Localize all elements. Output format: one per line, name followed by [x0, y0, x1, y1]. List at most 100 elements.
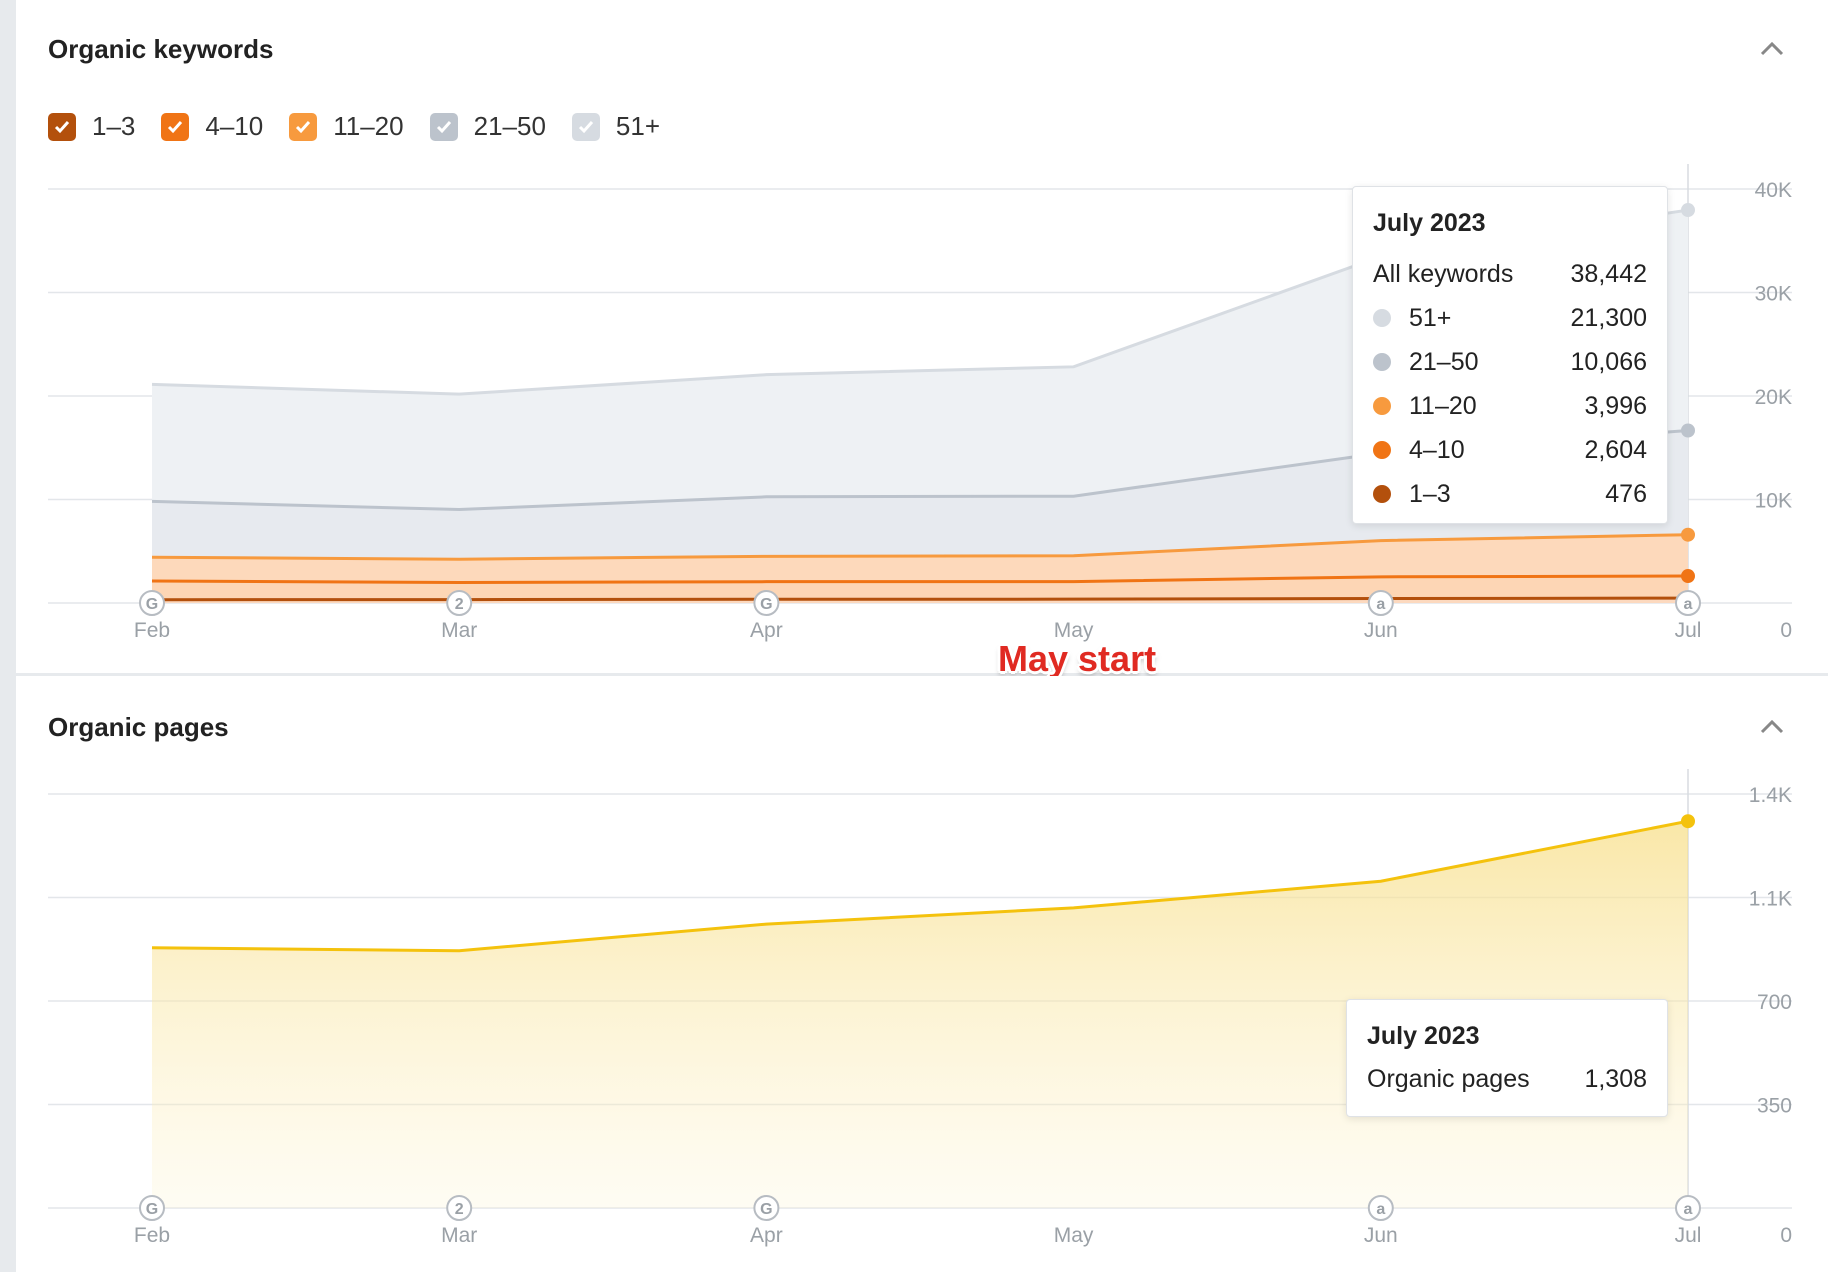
y-tick-label: 20K [1755, 386, 1792, 409]
checkbox[interactable] [161, 112, 190, 141]
tooltip-series-row: 21–50 10,066 [1373, 340, 1647, 384]
tooltip-value: 3,996 [1584, 391, 1647, 420]
tooltip-value: 21,300 [1570, 303, 1647, 332]
tooltip-label: All keywords [1373, 259, 1514, 288]
tooltip-label: 1–3 [1409, 479, 1451, 508]
update-marker-label: a [1684, 1201, 1693, 1218]
chevron-up-icon [1760, 719, 1784, 734]
update-marker-label: a [1684, 596, 1693, 613]
x-tick-label: Mar [441, 619, 477, 642]
tooltip-value: 476 [1605, 479, 1647, 508]
update-marker-label: 2 [455, 1201, 464, 1218]
x-tick-label: Jul [1675, 619, 1702, 642]
tooltip-label: 21–50 [1409, 347, 1479, 376]
y-tick-label: 350 [1757, 1095, 1792, 1118]
tooltip-series-row: 4–10 2,604 [1373, 428, 1647, 472]
legend-item-51-plus[interactable]: 51+ [571, 111, 661, 142]
series-dot-icon [1373, 441, 1391, 459]
keywords-tooltip: July 2023 All keywords 38,442 51+ 21,300 2… [1352, 186, 1668, 524]
series-line [151, 596, 1689, 602]
tooltip-value: 2,604 [1584, 435, 1647, 464]
x-tick-label: Feb [134, 1224, 170, 1247]
update-marker-label: G [760, 1201, 772, 1218]
y-tick-label: 1.4K [1749, 784, 1792, 807]
tooltip-label: Organic pages [1367, 1065, 1530, 1093]
x-tick-label: Jun [1364, 1224, 1398, 1247]
y-tick-label: 40K [1755, 179, 1792, 202]
x-tick-label: May [1054, 619, 1094, 642]
y-tick-label: 10K [1755, 490, 1792, 513]
series-line [151, 819, 1689, 953]
tooltip-title: July 2023 [1367, 1022, 1480, 1050]
check-icon [54, 120, 70, 133]
series-point [1681, 569, 1695, 584]
tooltip-series-row: 1–3 476 [1373, 472, 1647, 516]
organic-keywords-panel: Organic keywords 1–3 4–10 11–20 21–50 51… [16, 0, 1828, 673]
checkbox[interactable] [429, 112, 458, 141]
legend-item-21-50[interactable]: 21–50 [429, 111, 546, 142]
panel-title: Organic keywords [48, 34, 274, 64]
keywords-chart[interactable]: 0 10K 20K 30K 40K G Feb 2 Mar G Apr May a Jun a Jul [16, 0, 1828, 673]
update-marker-icon [1675, 1195, 1701, 1221]
series-area [152, 534, 1688, 583]
update-marker-icon [446, 1195, 473, 1221]
update-marker-label: a [1376, 1201, 1385, 1218]
tooltip-title: July 2023 [1373, 209, 1486, 237]
x-tick-label: Apr [750, 619, 783, 642]
update-marker-icon [1367, 1195, 1394, 1221]
panel-title: Organic pages [48, 712, 229, 742]
tooltip-value: 1,308 [1584, 1065, 1647, 1093]
y-tick-label: 1.1K [1749, 888, 1792, 911]
checkbox[interactable] [571, 112, 600, 141]
x-tick-label: Jul [1675, 1224, 1702, 1247]
series-line [151, 574, 1689, 585]
check-icon [436, 120, 451, 133]
x-tick-label: Feb [134, 619, 170, 642]
x-tick-label: May [1054, 1224, 1094, 1247]
series-point [1681, 423, 1695, 438]
update-marker-icon [446, 590, 473, 616]
tooltip-series-row: 11–20 3,996 [1373, 384, 1647, 428]
x-tick-label: Jun [1364, 619, 1398, 642]
update-marker-label: a [1376, 596, 1385, 613]
checkbox[interactable] [48, 112, 76, 141]
checkbox[interactable] [289, 112, 318, 141]
update-marker-icon [1367, 590, 1394, 616]
legend-label: 1–3 [92, 111, 136, 141]
legend-label: 21–50 [473, 111, 546, 141]
legend-item-11-20[interactable]: 11–20 [289, 111, 404, 142]
pages-tooltip: July 2023 Organic pages 1,308 [1346, 999, 1668, 1117]
legend-item-1-3[interactable]: 1–3 [48, 111, 135, 142]
update-marker-icon [139, 1195, 165, 1221]
legend-label: 11–20 [333, 111, 404, 141]
check-icon [168, 120, 183, 133]
legend-label: 51+ [615, 111, 661, 141]
x-tick-label: Mar [441, 1224, 477, 1247]
legend-label: 4–10 [205, 111, 264, 141]
y-tick-label: 30K [1755, 283, 1792, 306]
update-marker-label: 2 [455, 596, 464, 613]
series-line [151, 533, 1689, 561]
collapse-button[interactable] [1752, 28, 1792, 68]
tooltip-label: 11–20 [1409, 391, 1477, 420]
update-marker-icon [753, 590, 780, 616]
y-tick-label: 0 [1780, 1224, 1792, 1247]
series-dot-icon [1373, 309, 1391, 327]
tooltip-label: 4–10 [1409, 435, 1465, 464]
y-tick-label: 0 [1780, 619, 1792, 642]
series-point [1681, 527, 1695, 542]
tooltip-label: 51+ [1409, 303, 1452, 332]
tooltip-value: 10,066 [1570, 347, 1647, 376]
series-point [1681, 814, 1695, 829]
series-dot-icon [1373, 353, 1391, 371]
update-marker-icon [753, 1195, 780, 1221]
legend-item-4-10[interactable]: 4–10 [161, 111, 263, 142]
collapse-button[interactable] [1752, 706, 1792, 746]
series-dot-icon [1373, 485, 1391, 503]
check-icon [578, 120, 594, 133]
pages-chart[interactable]: 0 350 700 1.1K 1.4K G Feb 2 Mar G Apr May a Jun a Jul [16, 676, 1828, 1272]
legend: 1–3 4–10 11–20 21–50 51+ [48, 111, 686, 142]
update-marker-label: G [146, 596, 158, 613]
organic-pages-panel: Organic pages 0 350 700 1.1K 1.4K G Feb 2 Mar G Ap… [16, 676, 1828, 1272]
check-icon [296, 120, 311, 133]
